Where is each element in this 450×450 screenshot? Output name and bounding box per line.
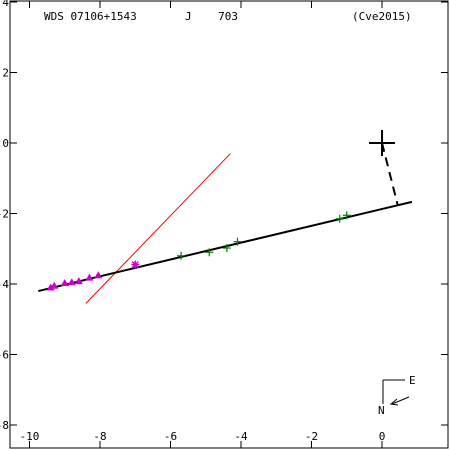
x-tick-label: -10: [20, 430, 40, 443]
triangle-marker: [50, 281, 59, 289]
y-tick-label: -2: [0, 208, 9, 221]
plus-marker: [335, 214, 344, 223]
x-tick-label: -8: [93, 430, 106, 443]
y-tick-label: -6: [0, 349, 9, 362]
primary-star-marker: [369, 130, 395, 156]
y-tick-label: 0: [2, 137, 9, 150]
x-tick-label: 0: [379, 430, 386, 443]
compass-north-label: N: [378, 404, 385, 417]
motion-arrow-head: [389, 398, 399, 406]
discoverer-code: J 703: [185, 10, 238, 23]
y-tick-label: 2: [2, 67, 9, 80]
x-tick-label: -4: [234, 430, 248, 443]
data-markers: [46, 211, 351, 291]
triangle-marker: [46, 283, 55, 291]
plot-frame: [9, 0, 449, 449]
plus-marker: [233, 237, 242, 246]
plus-marker: [205, 248, 214, 257]
compass: E N: [378, 374, 416, 417]
x-tick-label: -6: [164, 430, 177, 443]
asterisk-marker: [131, 260, 140, 269]
red-reference-line: [85, 153, 231, 304]
y-tick-label: -4: [0, 278, 9, 291]
reference-code: (Cve2015): [352, 10, 412, 23]
plus-marker: [342, 211, 351, 220]
residual-connector: [381, 142, 399, 206]
triangle-marker: [74, 277, 83, 285]
x-tick-label: -2: [305, 430, 318, 443]
triangle-marker: [94, 271, 103, 279]
triangle-marker: [60, 278, 69, 286]
plus-marker: [177, 251, 186, 260]
y-tick-label: 4: [2, 0, 9, 9]
triangle-marker: [67, 278, 76, 286]
system-name: WDS 07106+1543: [44, 10, 137, 23]
y-tick-label: -8: [0, 419, 9, 432]
plus-marker: [222, 244, 231, 253]
compass-east-label: E: [409, 374, 416, 387]
triangle-marker: [85, 273, 94, 281]
motion-arrow-shaft: [391, 396, 410, 405]
